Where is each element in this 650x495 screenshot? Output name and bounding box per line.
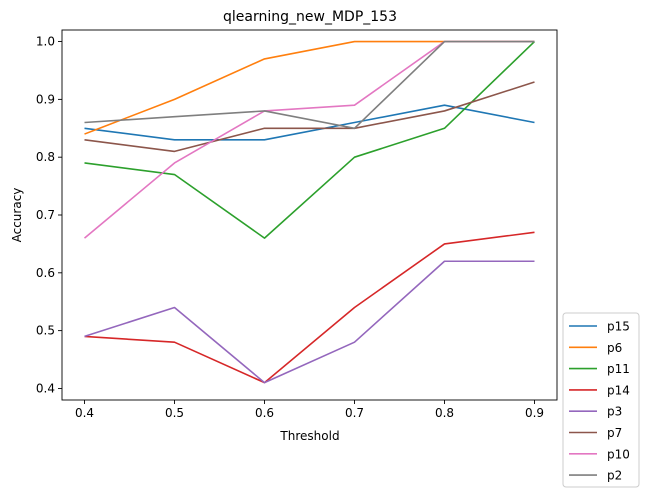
y-tick-label: 1.0 bbox=[36, 35, 55, 49]
series-line-p7 bbox=[84, 81, 535, 153]
y-tick-label: 0.4 bbox=[36, 381, 55, 395]
y-axis-label: Accuracy bbox=[10, 188, 24, 243]
series-line-p3 bbox=[84, 260, 535, 384]
series-line-p14 bbox=[84, 231, 535, 384]
legend-frame bbox=[562, 312, 640, 488]
series-line-p11 bbox=[84, 40, 536, 239]
legend-label-p14: p14 bbox=[607, 383, 630, 397]
series-line-p10 bbox=[83, 40, 535, 239]
x-tick-label: 0.4 bbox=[75, 406, 94, 420]
x-tick-label: 0.9 bbox=[525, 406, 544, 420]
series-layer bbox=[83, 40, 536, 384]
series-line-p15 bbox=[84, 104, 535, 141]
legend-label-p3: p3 bbox=[607, 405, 622, 419]
legend-label-p7: p7 bbox=[607, 426, 622, 440]
y-axis: 0.4 0.5 0.6 0.7 0.8 0.9 1.0 bbox=[36, 35, 62, 395]
plot-area: 0.4 0.5 0.6 0.7 0.8 0.9 0.4 0.5 0.6 0.7 0.8 0.9 1.0 bbox=[36, 29, 558, 420]
x-axis: 0.4 0.5 0.6 0.7 0.8 0.9 bbox=[75, 400, 544, 420]
legend-label-p11: p11 bbox=[607, 362, 630, 376]
x-tick-label: 0.6 bbox=[255, 406, 274, 420]
x-axis-label: Threshold bbox=[279, 429, 339, 443]
legend-label-p15: p15 bbox=[607, 320, 630, 334]
legend: p15 p6 p11 p14 p3 p7 p10 p2 bbox=[562, 312, 640, 488]
y-tick-label: 0.5 bbox=[36, 324, 55, 338]
y-tick-label: 0.8 bbox=[36, 150, 55, 164]
legend-label-p10: p10 bbox=[607, 447, 630, 461]
y-tick-label: 0.7 bbox=[36, 208, 55, 222]
y-tick-label: 0.9 bbox=[36, 92, 55, 106]
x-tick-label: 0.5 bbox=[165, 406, 184, 420]
legend-label-p6: p6 bbox=[607, 341, 622, 355]
y-tick-label: 0.6 bbox=[36, 266, 55, 280]
legend-label-p2: p2 bbox=[607, 469, 622, 483]
series-line-p2 bbox=[84, 40, 535, 130]
chart-title: qlearning_new_MDP_153 bbox=[223, 9, 397, 25]
x-tick-label: 0.7 bbox=[345, 406, 364, 420]
x-tick-label: 0.8 bbox=[435, 406, 454, 420]
